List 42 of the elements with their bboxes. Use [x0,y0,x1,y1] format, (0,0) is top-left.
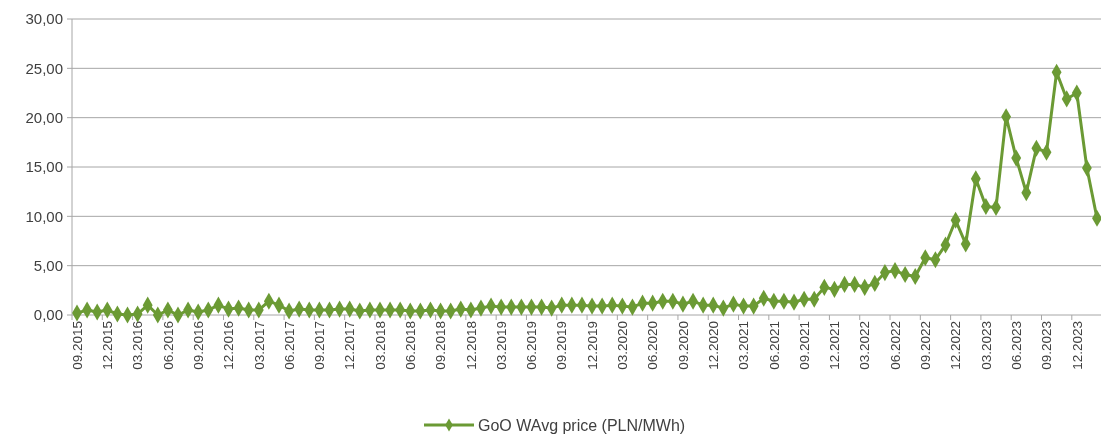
x-tick-label: 12.2021 [827,321,843,370]
x-tick-label: 06.2017 [281,321,297,370]
y-tick-label: 0,00 [33,306,63,324]
x-tick-label: 12.2017 [342,321,358,370]
x-tick-label: 06.2019 [524,321,540,370]
x-tick-label: 09.2021 [796,321,812,370]
x-tick-label: 03.2016 [130,321,146,370]
x-tick-label: 03.2021 [736,321,752,370]
x-tick-label: 06.2020 [645,321,661,370]
x-tick-label: 03.2018 [372,321,388,370]
x-tick-label: 06.2023 [1008,321,1024,370]
x-tick-label: 09.2016 [190,321,206,370]
x-tick-label: 03.2019 [493,321,509,370]
legend-label: GoO WAvg price (PLN/MWh) [478,416,686,434]
x-tick-label: 06.2021 [766,321,782,370]
x-tick-label: 12.2019 [584,321,600,370]
x-tick-label: 09.2022 [918,321,934,370]
y-tick-label: 5,00 [33,256,63,274]
x-tick-label: 12.2016 [221,321,237,370]
x-tick-label: 03.2022 [857,321,873,370]
y-tick-label: 30,00 [25,10,63,28]
x-tick-label: 12.2023 [1069,321,1085,370]
x-tick-label: 12.2020 [705,321,721,370]
x-tick-label: 12.2015 [100,321,116,370]
y-tick-label: 20,00 [25,108,63,126]
x-tick-label: 06.2022 [887,321,903,370]
x-tick-label: 03.2017 [251,321,267,370]
x-tick-label: 06.2018 [402,321,418,370]
x-tick-label: 06.2016 [160,321,176,370]
x-tick-label: 09.2017 [312,321,328,370]
x-tick-label: 09.2020 [675,321,691,370]
x-tick-label: 12.2018 [463,321,479,370]
x-tick-label: 12.2022 [948,321,964,370]
x-tick-label: 09.2018 [433,321,449,370]
y-tick-label: 25,00 [25,59,63,77]
x-tick-label: 09.2023 [1039,321,1055,370]
x-tick-label: 09.2015 [69,321,85,370]
x-tick-label: 09.2019 [554,321,570,370]
x-tick-label: 03.2020 [615,321,631,370]
y-tick-label: 15,00 [25,158,63,176]
x-tick-label: 03.2023 [978,321,994,370]
y-tick-label: 10,00 [25,207,63,225]
